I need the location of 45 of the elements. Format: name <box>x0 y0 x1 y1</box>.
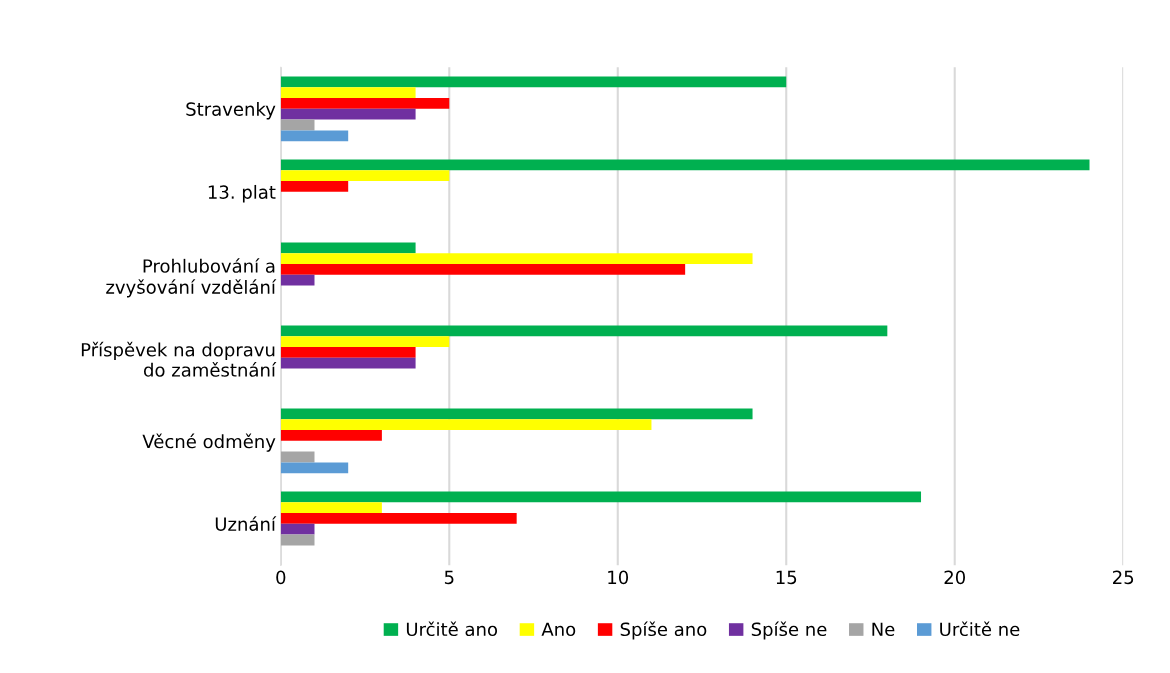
bar <box>280 130 349 142</box>
bar <box>280 419 652 431</box>
legend-label: Spíše ne <box>751 621 827 640</box>
bar <box>280 336 450 348</box>
bar <box>280 119 315 131</box>
bar <box>280 159 1090 171</box>
legend-label: Spíše ano <box>620 621 707 640</box>
bar <box>280 253 753 265</box>
x-tick-label: 10 <box>608 570 629 585</box>
bar <box>280 170 450 182</box>
bar <box>280 274 315 286</box>
bar <box>280 242 416 254</box>
y-tick-label: Příspěvek na dopravu do zaměstnání <box>81 341 277 377</box>
y-tick-label: Věcné odměny <box>142 433 276 452</box>
bar <box>280 264 686 275</box>
bar <box>280 451 315 463</box>
bar <box>280 181 349 192</box>
legend-label: Ne <box>872 622 895 637</box>
bar <box>280 430 382 441</box>
bar <box>280 408 753 420</box>
legend-label: Určitě ne <box>940 621 1020 637</box>
y-tick-label: Prohlubování a zvyšování vzdělání <box>106 258 277 298</box>
x-tick-label: 20 <box>944 570 966 585</box>
bar <box>280 325 888 337</box>
bar <box>280 523 315 535</box>
x-tick-label: 15 <box>776 570 797 585</box>
x-tick-label: 25 <box>1113 570 1134 585</box>
bar <box>280 76 787 88</box>
bar <box>280 108 416 120</box>
bar <box>280 502 382 514</box>
bar <box>280 534 315 546</box>
bar <box>280 491 922 503</box>
bar <box>280 513 517 524</box>
x-tick-label: 5 <box>444 570 454 585</box>
y-tick-label: 13. plat <box>208 184 276 203</box>
bar <box>280 87 416 99</box>
x-tick-label: 0 <box>276 570 286 585</box>
y-tick-label: Uznání <box>215 516 277 531</box>
bar <box>280 357 416 369</box>
bar <box>280 98 450 109</box>
y-tick-label: Stravenky <box>186 101 276 120</box>
bar <box>280 462 349 474</box>
legend-label: Ano <box>541 622 576 637</box>
bar <box>280 347 416 358</box>
legend-label: Určitě ano <box>406 621 498 637</box>
